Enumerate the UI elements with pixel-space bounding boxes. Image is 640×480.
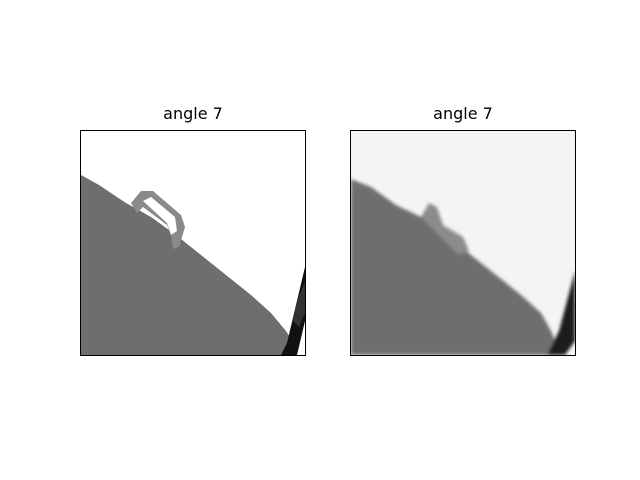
panel-right-title: angle 7: [433, 104, 493, 123]
panel-right-image: [350, 130, 576, 356]
panel-left-image: [80, 130, 306, 356]
right-image-svg: [351, 131, 575, 355]
panel-left-title: angle 7: [163, 104, 223, 123]
right-blob: [421, 203, 469, 255]
right-gray-wedge: [351, 179, 559, 355]
left-image-svg: [81, 131, 305, 355]
left-gray-wedge: [81, 175, 295, 355]
left-loop-inner: [143, 197, 177, 235]
right-black-edge: [547, 271, 575, 355]
left-black-edge: [281, 267, 305, 355]
left-black-edge-shade: [293, 281, 305, 327]
